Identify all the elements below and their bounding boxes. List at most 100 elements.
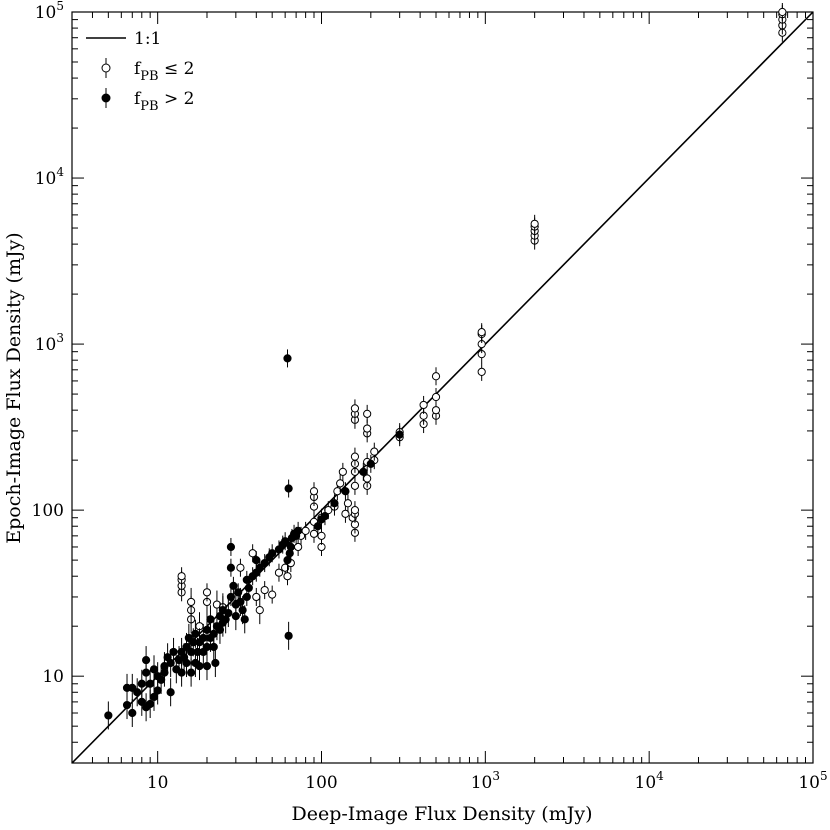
y-tick-labels: 10 100 103 104 105 xyxy=(32,0,65,687)
data-point xyxy=(284,484,293,493)
data-point xyxy=(202,625,212,634)
data-point xyxy=(242,592,251,602)
y-tick-label: 105 xyxy=(35,0,64,23)
data-point xyxy=(431,372,441,381)
data-point xyxy=(236,563,245,572)
data-point xyxy=(363,409,372,418)
x-tick-label: 100 xyxy=(305,773,337,793)
data-point xyxy=(359,467,368,476)
y-axis-label: Epoch-Image Flux Density (mJy) xyxy=(3,232,25,543)
data-point xyxy=(313,522,322,531)
legend-label: fPB > 2 xyxy=(134,89,194,114)
data-point xyxy=(341,487,350,496)
data-point xyxy=(226,592,236,602)
data-point xyxy=(195,662,204,671)
data-point xyxy=(260,585,269,595)
data-point xyxy=(244,583,253,593)
data-point xyxy=(370,447,379,456)
data-point xyxy=(419,400,428,410)
data-point xyxy=(338,467,347,476)
y-tick-label: 100 xyxy=(32,501,64,521)
data-point xyxy=(206,615,215,624)
data-point xyxy=(202,642,212,652)
legend-marker-swatch xyxy=(101,93,111,103)
data-point xyxy=(229,581,238,590)
data-point xyxy=(146,699,155,709)
data-point xyxy=(240,615,249,624)
legend-marker-swatch xyxy=(101,63,111,73)
data-point xyxy=(477,367,486,377)
x-tick-label: 103 xyxy=(471,769,500,793)
data-point xyxy=(133,688,142,697)
data-point xyxy=(149,665,159,674)
data-point xyxy=(778,7,787,17)
data-point xyxy=(317,531,326,540)
data-point xyxy=(333,487,342,496)
data-point xyxy=(268,590,277,599)
data-point xyxy=(330,499,339,508)
data-point xyxy=(363,424,372,433)
data-point xyxy=(202,662,212,671)
data-point xyxy=(255,563,264,572)
data-point xyxy=(350,404,360,413)
data-point xyxy=(252,592,261,602)
data-point xyxy=(252,556,261,565)
x-tick-label: 10 xyxy=(147,773,169,793)
axis-ticks xyxy=(71,11,814,764)
data-point xyxy=(283,354,292,363)
data-point xyxy=(137,679,146,688)
data-point xyxy=(166,658,175,668)
data-point xyxy=(177,668,186,677)
x-tick-label: 104 xyxy=(635,769,665,793)
data-point xyxy=(350,506,360,515)
data-point xyxy=(341,509,350,518)
legend-label: 1:1 xyxy=(134,29,161,49)
data-point xyxy=(281,537,290,546)
data-point xyxy=(226,563,236,572)
y-tick-label: 10 xyxy=(42,667,64,687)
series-fpb-le-2 xyxy=(177,3,787,641)
data-point xyxy=(431,392,441,402)
data-point xyxy=(363,474,372,483)
data-point xyxy=(320,512,330,521)
data-point xyxy=(477,328,486,337)
data-point xyxy=(431,406,441,415)
legend-label: fPB ≤ 2 xyxy=(134,59,194,84)
data-point xyxy=(286,542,295,552)
x-axis-label: Deep-Image Flux Density (mJy) xyxy=(292,803,593,825)
plot-frame xyxy=(71,11,814,764)
data-point xyxy=(283,572,292,581)
data-point xyxy=(224,608,233,618)
data-point xyxy=(268,549,277,558)
data-point xyxy=(104,711,113,720)
y-tick-label: 103 xyxy=(35,331,64,355)
data-point xyxy=(177,572,186,581)
data-point xyxy=(336,479,345,488)
data-point xyxy=(530,219,539,228)
x-tick-label: 105 xyxy=(798,769,827,793)
data-point xyxy=(146,679,155,688)
data-point xyxy=(187,668,196,677)
data-point xyxy=(274,568,284,577)
data-point xyxy=(309,529,319,538)
data-point xyxy=(157,675,166,684)
data-point xyxy=(350,481,360,490)
data-point xyxy=(142,655,151,665)
data-point xyxy=(284,631,293,640)
data-point xyxy=(309,487,319,496)
data-point xyxy=(137,697,146,706)
data-point xyxy=(260,558,269,568)
data-point xyxy=(255,606,264,615)
data-point xyxy=(281,563,290,572)
data-point xyxy=(182,642,191,652)
data-point xyxy=(191,629,200,638)
data-point xyxy=(395,430,404,439)
data-point xyxy=(187,597,196,607)
data-point xyxy=(166,688,175,697)
data-point xyxy=(350,452,360,461)
data-point xyxy=(301,526,310,535)
data-point xyxy=(122,700,132,710)
data-point xyxy=(248,549,257,558)
data-point xyxy=(366,459,375,468)
